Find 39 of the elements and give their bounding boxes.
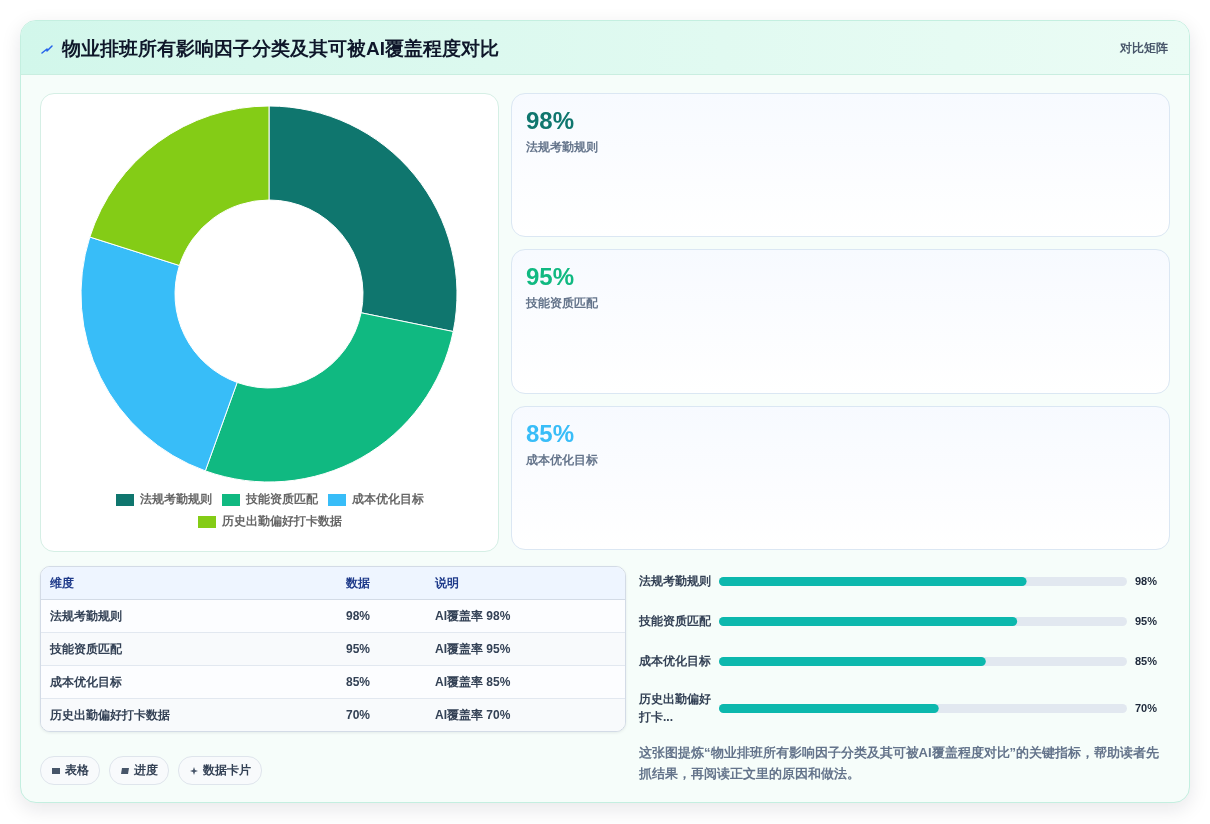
text: 进度 [134, 762, 158, 779]
legend-label: 历史出勤偏好打卡数据 [221, 513, 342, 530]
text: 98% [526, 107, 575, 134]
data-label: 85% [1135, 655, 1158, 667]
text: 85% [526, 419, 575, 447]
text: 数据 [346, 575, 370, 591]
category-label: 成本优化目标 [50, 674, 122, 690]
text: 物业排班所有影响因子分类及其可被AI覆盖程度对比 [62, 37, 499, 61]
category-label: 成本优化目标 [526, 451, 598, 468]
text: 98% [346, 609, 371, 623]
text: 这张图提炼“物业排班所有影响因子分类及其可被AI覆盖程度对比”的关键指标，帮助读者先抓结果，再阅读正文里的原因和做法。 [639, 744, 1160, 783]
text: 70% [346, 708, 371, 722]
y-tick-label: 历史出勤偏好打卡... [639, 691, 712, 726]
legend-label: 法规考勤规则 [139, 491, 212, 508]
y-tick-label: 法规考勤规则 [639, 573, 712, 590]
category-label: 法规考勤规则 [526, 139, 598, 155]
category-label: 技能资质匹配 [526, 295, 598, 312]
data-label: 98% [1135, 575, 1158, 587]
text: 维度 [50, 575, 74, 591]
text: 对比矩阵 [1120, 40, 1168, 57]
text: 95% [526, 263, 575, 291]
text: 说明 [435, 575, 459, 591]
data-label: 70% [1135, 702, 1158, 714]
text: 85% [346, 675, 371, 689]
text: AI覆盖率 85% [435, 674, 511, 690]
text: AI覆盖率 98% [435, 608, 511, 624]
text: AI覆盖率 70% [435, 707, 511, 723]
text: AI覆盖率 95% [435, 641, 511, 657]
legend-label: 成本优化目标 [351, 491, 424, 508]
category-label: 法规考勤规则 [50, 608, 122, 624]
y-tick-label: 成本优化目标 [639, 653, 712, 670]
y-tick-label: 技能资质匹配 [639, 613, 712, 630]
category-label: 技能资质匹配 [50, 641, 122, 657]
legend-label: 技能资质匹配 [245, 491, 318, 508]
data-label: 95% [1135, 615, 1158, 627]
text: 95% [346, 642, 371, 656]
text: 表格 [65, 762, 89, 779]
category-label: 历史出勤偏好打卡数据 [50, 707, 170, 723]
text: 数据卡片 [203, 762, 251, 779]
